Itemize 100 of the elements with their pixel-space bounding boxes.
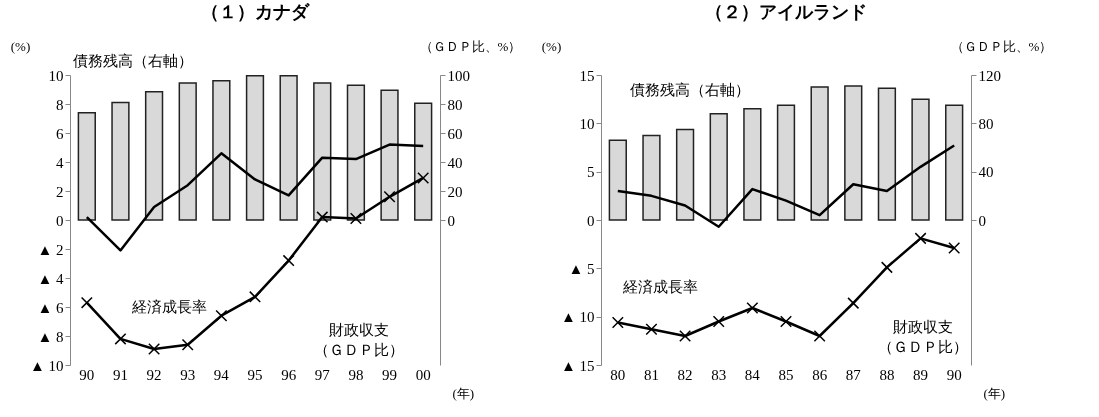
y-tick-label: ▲ 10 [29,357,64,374]
bar [313,82,332,221]
point [249,290,261,303]
x-tick-label: 98 [348,366,364,383]
point [349,212,362,225]
y-tick-label: ▲ 5 [568,260,595,277]
point [948,242,961,255]
point [914,232,927,245]
point [316,211,329,224]
y-tick-label: 10 [579,115,595,132]
bar [877,87,897,221]
bar [642,134,661,221]
point [215,309,228,322]
x-tick-label: 96 [281,366,297,383]
bar [709,112,728,221]
x-tick-label: 90 [946,366,962,383]
point [114,332,127,345]
y2-tick-label: 60 [447,125,463,142]
point [148,343,161,356]
bar [675,128,695,221]
bar [945,104,964,221]
bar [279,74,298,221]
y-tick-label: 5 [587,164,595,181]
bar [77,111,96,221]
y2-tick-label: 0 [447,212,455,229]
bar [212,80,231,221]
y-tick-label: 2 [56,183,64,200]
y-tick-label: 0 [56,212,64,229]
x-tick-label: 99 [382,366,398,383]
x-tick-label: 86 [812,366,828,383]
bar [245,74,265,221]
point [880,261,893,274]
point [181,338,194,351]
annotation: 経済成長率 [621,278,698,295]
x-tick-label: 92 [146,366,162,383]
y-tick-label: ▲ 15 [560,357,595,374]
bar [810,86,829,221]
y-tick-label: ▲ 6 [37,299,64,316]
y-tick-label: 15 [579,67,595,84]
x-tick-label: 95 [247,366,263,383]
y-tick-label: 8 [56,96,64,113]
bar [743,108,762,221]
bar [844,85,863,221]
x-tick-label: 85 [778,366,794,383]
y-tick-label: 10 [48,67,64,84]
point [645,323,658,336]
x-tick-label: 94 [213,366,230,383]
line-series [85,143,425,252]
y-tick-label: 0 [587,212,595,229]
point [746,301,759,314]
x-tick-label: 83 [711,366,727,383]
bar [144,90,164,221]
point [383,190,396,203]
point [780,315,792,328]
y2-tick-label: 80 [447,96,463,113]
y2-tick-label: 100 [447,67,470,84]
bar [346,84,366,221]
x-tick-label: 97 [314,366,331,383]
annotation: 財政収支（ＧＤＰ比） [877,319,968,356]
x-axis-title: (年) [983,385,1006,401]
chart-title: （２）アイルランド [705,2,867,22]
y-tick-label: ▲ 2 [37,241,64,258]
point [417,171,430,184]
y-tick-label: 4 [56,154,64,171]
x-tick-label: 81 [643,366,659,383]
text: 債務残高（右軸） [72,52,193,69]
x-tick-label: 82 [677,366,693,383]
annotation: 経済成長率 [131,299,208,315]
bar [911,98,930,221]
bar [111,101,130,221]
x-tick-label: 00 [415,366,431,383]
bar [414,102,433,221]
x-tick-label: 84 [744,366,761,383]
y2-axis-title: （ＧＤＰ比、%） [950,38,1053,54]
y2-axis-title: （ＧＤＰ比、%） [419,38,522,54]
x-tick-label: 89 [913,366,929,383]
annotation: 財政収支（ＧＤＰ比） [313,322,404,359]
y-tick-label: ▲ 10 [560,309,595,326]
y2-tick-label: 0 [978,212,986,229]
bar [776,104,796,221]
point [847,297,860,310]
bar [608,139,627,221]
annotation: 債務残高（右軸） [629,81,750,98]
x-tick-label: 93 [180,366,196,383]
y2-tick-label: 20 [447,183,463,200]
y-tick-label: 6 [56,125,64,142]
y2-tick-label: 40 [447,154,463,171]
bar [178,82,197,221]
x-tick-label: 88 [879,366,895,383]
x-axis-title: (年) [452,385,475,401]
y2-tick-label: 80 [978,115,994,132]
point [712,315,725,328]
x-tick-label: 80 [610,366,626,383]
chart-title: （１）カナダ [201,2,310,22]
y-tick-label: ▲ 8 [37,328,64,345]
x-tick-label: 87 [845,366,862,383]
point [679,330,692,342]
y-axis-title: (%) [10,38,31,54]
bar [380,89,399,221]
point [813,330,826,342]
